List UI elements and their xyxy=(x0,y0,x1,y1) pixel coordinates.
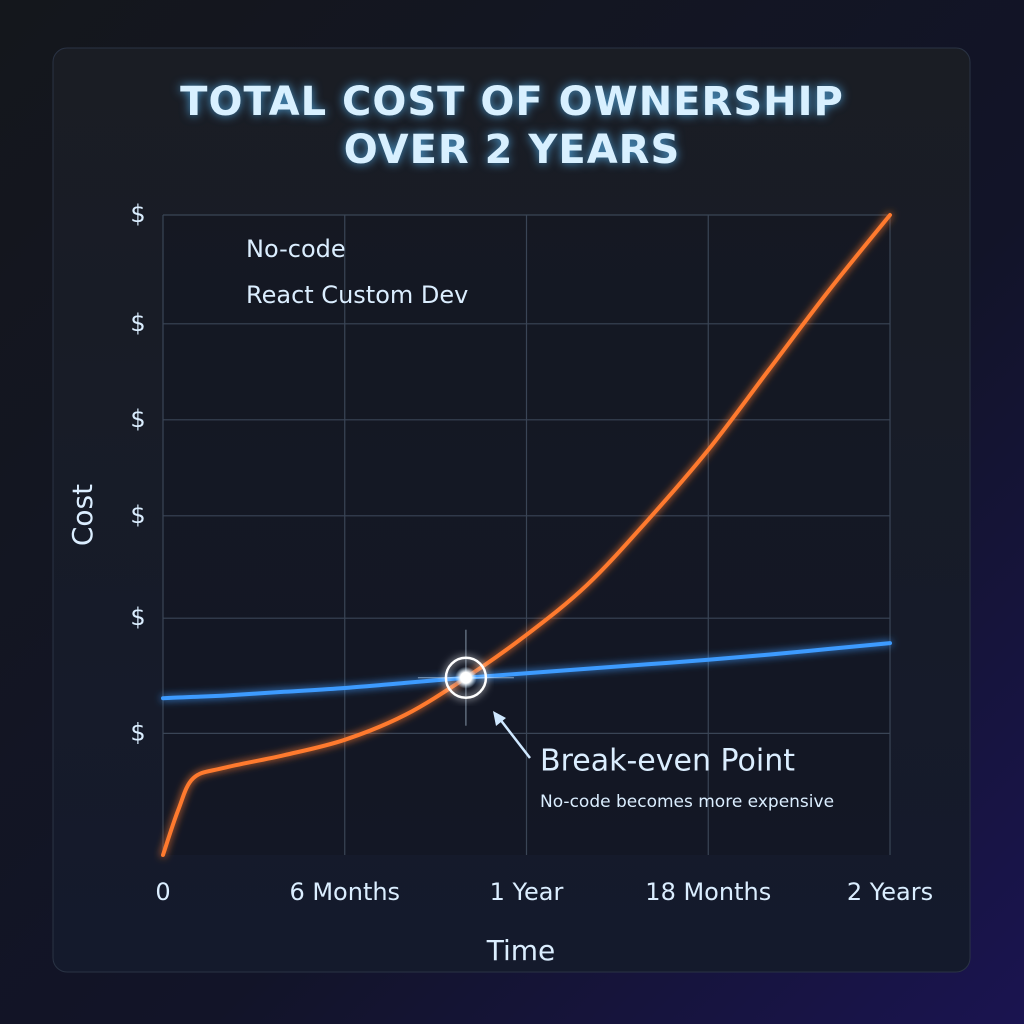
y-tick-label: $ xyxy=(130,718,145,746)
y-tick-label: $ xyxy=(130,501,145,529)
break-even-point xyxy=(454,666,477,689)
legend-label: React Custom Dev xyxy=(246,281,468,309)
x-tick-label: 1 Year xyxy=(490,878,564,906)
chart-title: TOTAL COST OF OWNERSHIP OVER 2 YEARS xyxy=(180,79,844,173)
y-tick-label: $ xyxy=(130,405,145,433)
x-tick-label: 2 Years xyxy=(847,878,933,906)
x-tick-label: 6 Months xyxy=(289,878,400,906)
y-tick-label: $ xyxy=(130,309,145,337)
annotation-note: No-code becomes more expensive xyxy=(540,792,834,812)
annotation-label: Break-even Point xyxy=(540,744,795,779)
annotation-arrowhead xyxy=(493,711,506,726)
x-tick-label: 18 Months xyxy=(645,878,771,906)
x-tick-label: 0 xyxy=(155,878,170,906)
y-tick-label: $ xyxy=(130,200,145,228)
break-even-ring xyxy=(444,656,488,699)
y-tick-label: $ xyxy=(130,603,145,631)
x-axis-label: Time xyxy=(486,934,556,967)
y-axis-label: Cost xyxy=(66,484,99,546)
legend-label: No-code xyxy=(246,235,346,263)
series-line xyxy=(161,213,892,857)
